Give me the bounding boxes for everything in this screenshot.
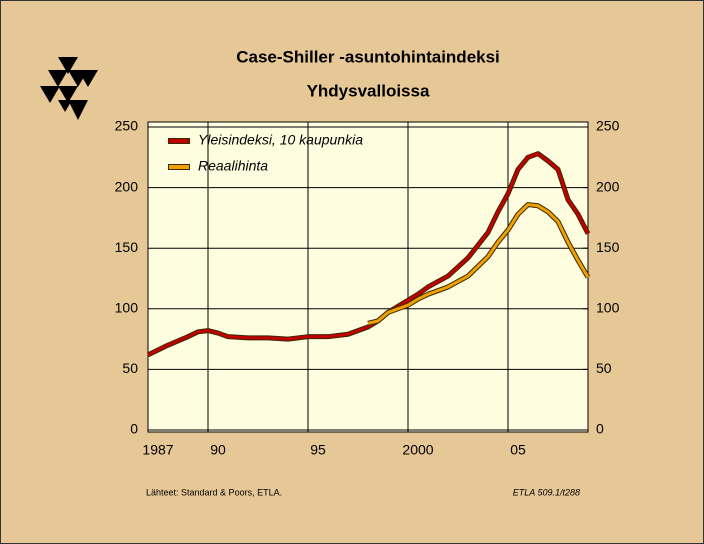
y2-tick-label: 50 — [596, 360, 612, 376]
y2-tick-label: 150 — [596, 239, 620, 255]
legend-label: Yleisindeksi, 10 kaupunkia — [198, 132, 363, 148]
logo — [40, 57, 98, 120]
series-line — [367, 203, 590, 325]
chart-title: Case-Shiller -asuntohintaindeksi — [236, 47, 500, 66]
chart-subtitle: Yhdysvalloissa — [307, 81, 430, 100]
x-tick-label: 1987 — [142, 442, 173, 458]
y-tick-label: 100 — [115, 300, 139, 316]
y2-tick-label: 0 — [596, 421, 604, 437]
y-tick-label: 50 — [122, 360, 138, 376]
x-tick-label: 2000 — [402, 442, 433, 458]
x-tick-label: 90 — [210, 442, 226, 458]
y-tick-label: 150 — [115, 239, 139, 255]
y-tick-label: 250 — [115, 118, 139, 134]
x-tick-label: 95 — [310, 442, 326, 458]
x-tick-label: 05 — [510, 442, 526, 458]
y2-tick-label: 200 — [596, 178, 620, 194]
y2-tick-label: 100 — [596, 300, 620, 316]
code: ETLA 509.1/t288 — [513, 487, 580, 497]
source: Lähteet: Standard & Poors, ETLA. — [146, 487, 282, 497]
y-tick-label: 200 — [115, 178, 139, 194]
legend-label: Reaalihinta — [198, 158, 268, 174]
y-tick-label: 0 — [130, 421, 138, 437]
y2-tick-label: 250 — [596, 118, 620, 134]
